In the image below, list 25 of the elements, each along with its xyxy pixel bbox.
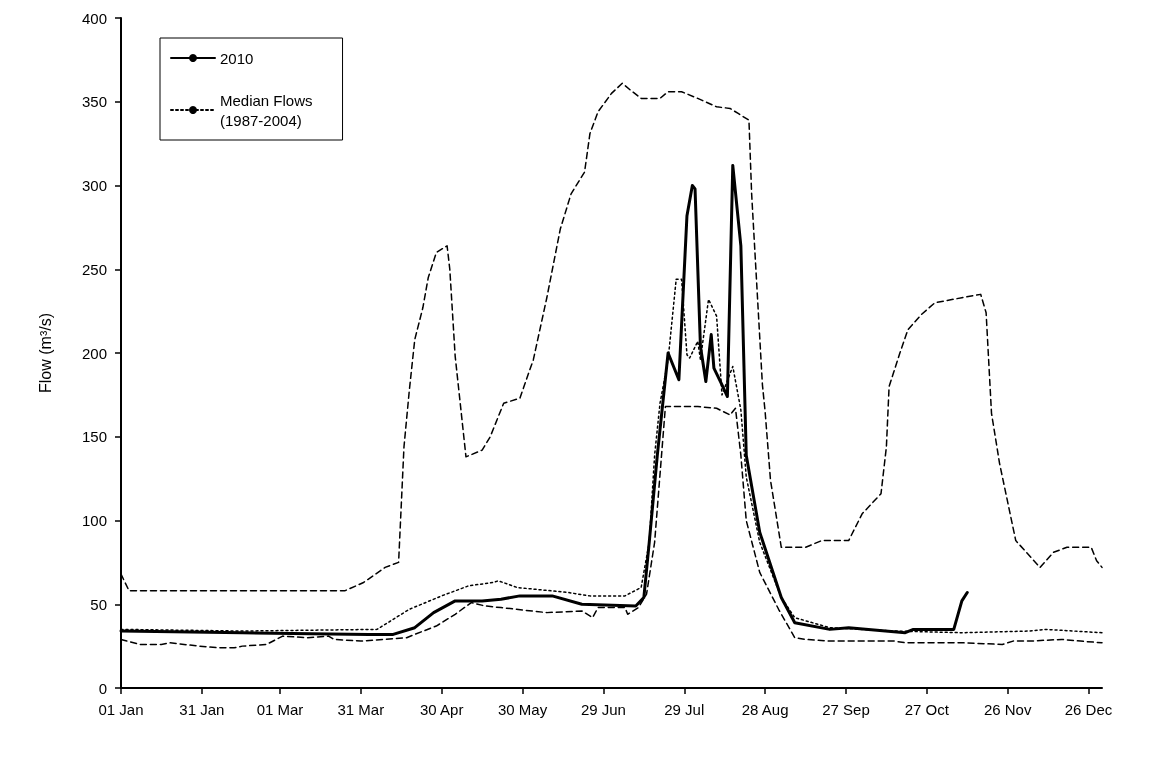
y-tick-label: 250 bbox=[81, 260, 107, 278]
x-tick-label: 31 Mar bbox=[337, 701, 385, 718]
x-tick-label: 26 Dec bbox=[1064, 701, 1113, 718]
y-tick-label: 350 bbox=[81, 93, 107, 111]
y-tick-label: 100 bbox=[81, 512, 107, 529]
x-tick-label: 01 Mar bbox=[256, 701, 304, 718]
y-tick-label: 50 bbox=[90, 595, 107, 613]
y-tick-label: 150 bbox=[81, 428, 107, 446]
x-tick-label: 29 Jun bbox=[580, 701, 626, 718]
y-tick-label: 300 bbox=[81, 177, 107, 194]
y-tick-label: 0 bbox=[98, 679, 107, 697]
x-tick-label: 28 Aug bbox=[741, 701, 789, 718]
legend-label: 2010 bbox=[220, 49, 254, 67]
legend-label: Median Flows (1987-2004) bbox=[220, 91, 313, 129]
y-axis-title: Flow (m³/s) bbox=[36, 313, 54, 393]
x-tick-label: 26 Nov bbox=[983, 701, 1032, 718]
x-tick-label: 30 May bbox=[497, 701, 548, 718]
y-tick-label: 200 bbox=[81, 344, 107, 362]
x-tick-label: 30 Apr bbox=[420, 701, 464, 718]
x-tick-label: 31 Jan bbox=[179, 701, 225, 718]
y-tick-label: 400 bbox=[81, 9, 107, 27]
x-tick-label: 01 Jan bbox=[98, 701, 144, 718]
x-tick-label: 29 Jul bbox=[664, 701, 705, 718]
x-tick-label: 27 Sep bbox=[822, 701, 870, 718]
x-tick-label: 27 Oct bbox=[904, 701, 950, 718]
